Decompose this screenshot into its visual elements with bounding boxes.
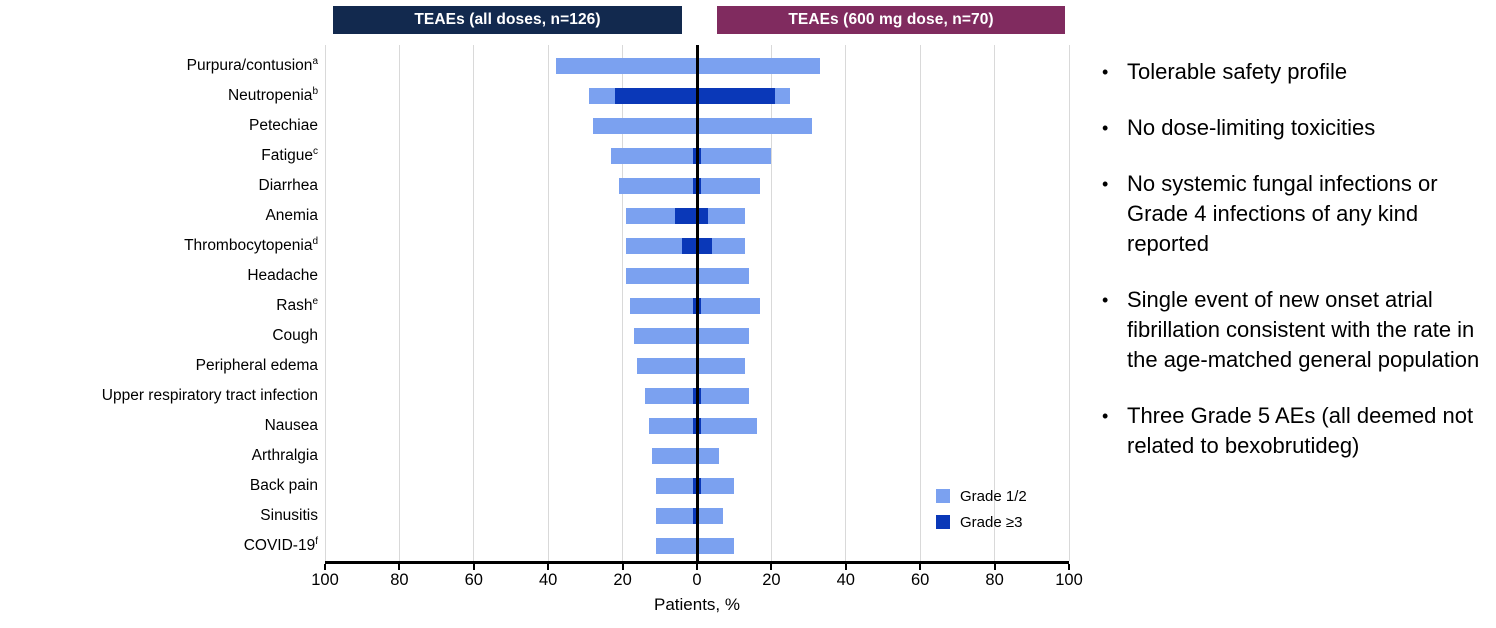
axis-tick: [696, 564, 698, 570]
gridline: [622, 45, 624, 561]
bar-grade12-peripheral-edema: [637, 357, 746, 374]
category-label-back-pain: Back pain: [249, 476, 318, 494]
key-findings-panel: • Tolerable safety profile • No dose-limiti…: [1100, 57, 1496, 487]
axis-tick-label: 100: [1055, 571, 1083, 589]
legend-label-grade3: Grade ≥3: [960, 513, 1023, 531]
axis-tick: [547, 564, 550, 570]
gridline: [547, 45, 549, 561]
axis-tick: [770, 564, 773, 570]
key-findings-list: • Tolerable safety profile • No dose-limiti…: [1100, 57, 1496, 461]
header-teaes-all-doses-label: TEAEs (all doses, n=126): [414, 11, 601, 28]
category-label-anemia: Anemia: [265, 206, 318, 224]
bar-grade12-fatigue: [611, 147, 772, 164]
gridline: [770, 45, 772, 561]
key-finding-item: • No systemic fungal infections or Grade …: [1100, 169, 1496, 259]
category-label-nausea: Nausea: [264, 416, 318, 434]
bar-grade12-covid-19: [656, 537, 735, 554]
key-finding-text: No systemic fungal infections or Grade 4…: [1127, 171, 1438, 256]
legend: Grade 1/2 Grade ≥3: [936, 486, 1027, 538]
header-teaes-all-doses: TEAEs (all doses, n=126): [333, 6, 682, 34]
gridline: [994, 45, 996, 561]
axis-tick: [1068, 564, 1070, 570]
gridline: [1068, 45, 1070, 561]
legend-label-grade12: Grade 1/2: [960, 487, 1027, 505]
bar-grade12-diarrhea: [618, 177, 761, 194]
bar-grade3-anemia: [674, 207, 709, 224]
bullet-icon: •: [1102, 62, 1109, 82]
key-finding-item: • Single event of new onset atrial fibril…: [1100, 285, 1496, 375]
axis-tick: [398, 564, 401, 570]
gridline: [398, 45, 400, 561]
axis-tick: [993, 564, 996, 570]
legend-swatch-grade12: [936, 489, 950, 503]
axis-tick: [919, 564, 922, 570]
axis-tick: [621, 564, 624, 570]
gridline: [324, 45, 326, 561]
bar-grade3-neutropenia: [615, 87, 776, 104]
category-label-fatigue: Fatiguec: [261, 145, 318, 164]
key-finding-text: No dose-limiting toxicities: [1127, 115, 1376, 140]
header-teaes-600mg-label: TEAEs (600 mg dose, n=70): [788, 11, 994, 28]
category-label-upper-respiratory-tract-infection: Upper respiratory tract infection: [101, 386, 318, 404]
category-label-covid-19: COVID-19f: [243, 535, 318, 554]
bar-grade12-headache: [626, 267, 750, 284]
category-label-headache: Headache: [247, 266, 318, 284]
gridline: [473, 45, 475, 561]
category-label-peripheral-edema: Peripheral edema: [195, 356, 318, 374]
category-label-sinusitis: Sinusitis: [260, 506, 318, 524]
key-finding-text: Three Grade 5 AEs (all deemed not relate…: [1127, 403, 1474, 458]
bullet-icon: •: [1102, 406, 1109, 426]
bar-grade12-nausea: [648, 417, 757, 434]
key-finding-text: Single event of new onset atrial fibrill…: [1127, 287, 1480, 372]
tornado-plot-area: [324, 45, 1070, 570]
gridline: [845, 45, 847, 561]
axis-tick-label: 60: [464, 571, 483, 589]
category-label-rash: Rashe: [276, 295, 318, 314]
category-label-cough: Cough: [272, 326, 318, 344]
bullet-icon: •: [1102, 290, 1109, 310]
category-label-neutropenia: Neutropeniab: [227, 85, 318, 104]
zero-axis-line: [695, 45, 699, 561]
category-label-arthralgia: Arthralgia: [251, 446, 318, 464]
key-finding-item: • Three Grade 5 AEs (all deemed not relat…: [1100, 401, 1496, 461]
gridline: [919, 45, 921, 561]
axis-tick-label: 40: [836, 571, 855, 589]
axis-tick-label: 100: [311, 571, 339, 589]
x-axis-title: Patients, %: [654, 595, 740, 614]
bar-grade12-cough: [633, 327, 750, 344]
category-label-petechiae: Petechiae: [249, 116, 318, 134]
axis-tick: [324, 564, 326, 570]
x-axis-tick-labels: 100 80 60 40 20 0 20 40 60 80 100: [0, 571, 1496, 591]
axis-tick-label: 20: [762, 571, 781, 589]
key-finding-text: Tolerable safety profile: [1127, 59, 1348, 84]
bullet-icon: •: [1102, 174, 1109, 194]
bar-grade12-arthralgia: [652, 447, 720, 464]
bar-grade3-sinusitis: [693, 507, 697, 524]
axis-tick-label: 80: [985, 571, 1004, 589]
category-label-thrombocytopenia: Thrombocytopeniad: [184, 235, 318, 254]
axis-tick-label: 60: [911, 571, 930, 589]
bar-grade12-sinusitis: [656, 507, 724, 524]
axis-tick: [844, 564, 847, 570]
axis-tick: [472, 564, 475, 570]
key-finding-item: • No dose-limiting toxicities: [1100, 113, 1496, 143]
legend-item-grade3: Grade ≥3: [936, 512, 1027, 532]
key-finding-item: • Tolerable safety profile: [1100, 57, 1496, 87]
bar-grade12-petechiae: [592, 117, 813, 134]
bar-grade12-purpura-contusion: [555, 57, 820, 74]
axis-tick-label: 0: [692, 571, 702, 589]
legend-item-grade12: Grade 1/2: [936, 486, 1027, 506]
axis-tick-label: 20: [613, 571, 632, 589]
category-label-diarrhea: Diarrhea: [258, 176, 318, 194]
axis-tick-label: 40: [539, 571, 558, 589]
bullet-icon: •: [1102, 118, 1109, 138]
category-label-purpura-contusion: Purpura/contusiona: [186, 55, 318, 74]
header-teaes-600mg: TEAEs (600 mg dose, n=70): [717, 6, 1065, 34]
axis-tick-label: 80: [390, 571, 409, 589]
legend-swatch-grade3: [936, 515, 950, 529]
